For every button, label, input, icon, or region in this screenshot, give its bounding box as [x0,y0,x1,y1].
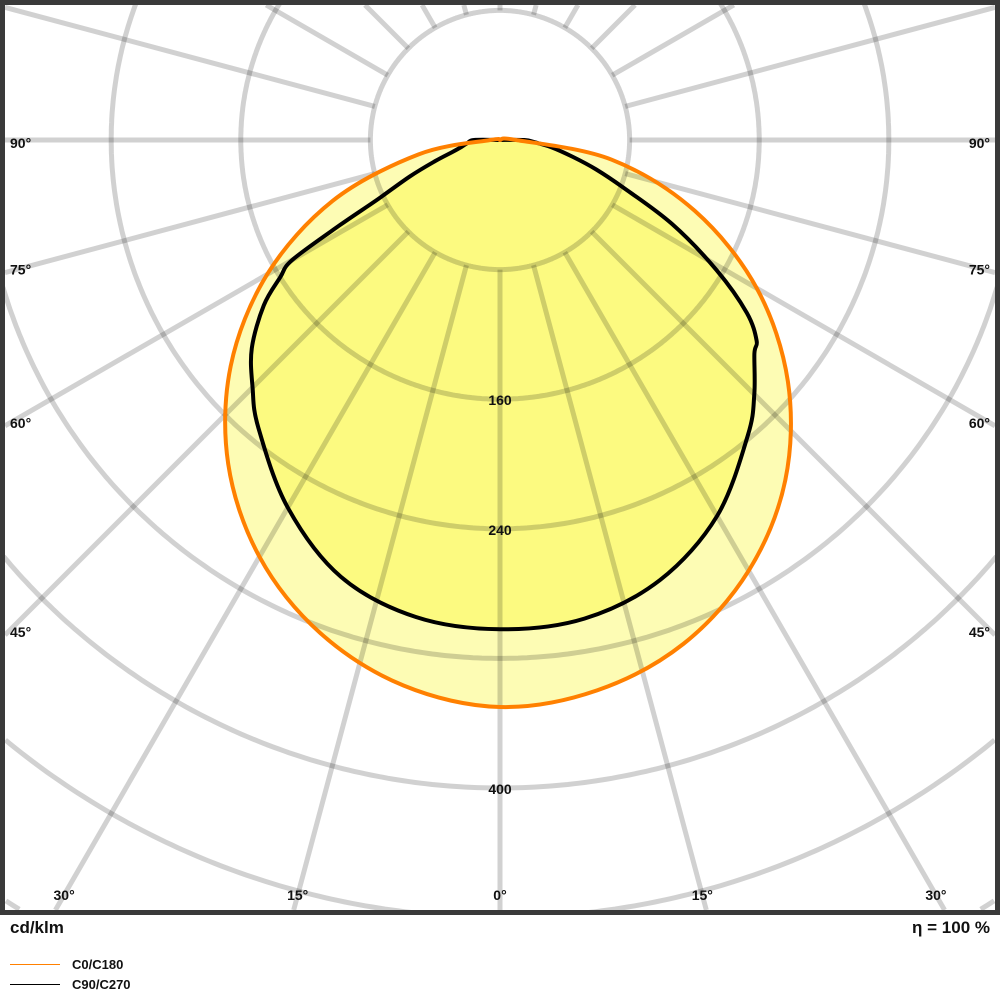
grid-spoke [589,229,995,637]
angle-label: 15° [287,887,308,903]
grid-spoke [562,250,947,910]
angle-label: 30° [925,887,946,903]
radial-tick-label: 160 [488,392,512,408]
angle-label: 0° [493,887,506,903]
angle-label: 45° [10,624,31,640]
grid-spoke [531,5,539,16]
grid-spoke [5,202,390,428]
grid-spoke [610,202,995,428]
grid-ring-320 [5,286,995,661]
series-fill-c90-c270 [250,139,757,630]
grid-spoke [461,5,469,16]
grid-ring-240 [108,5,892,532]
unit-label: cd/klm [10,918,64,937]
efficiency-label: η = 100 % [912,918,990,937]
radial-tick-label: 240 [488,522,512,538]
polar-grid [5,5,995,910]
plot-frame [0,0,1000,915]
grid-spoke [291,264,469,910]
grid-spoke [562,5,581,30]
angle-label: 60° [10,415,31,431]
grid-spoke [5,229,411,637]
angle-label: 45° [969,624,990,640]
grid-spoke [363,5,411,51]
axis-labels: 160 240 400 90° 90° 75° 75° 60° 60° 45° 45° 30° 15° 0… [10,135,990,903]
series-fills [225,138,791,708]
grid-spoke [531,264,709,910]
grid-ring-480 [5,738,995,910]
grid-spoke [589,5,637,51]
grid-ring-400 [5,554,995,791]
legend-label: C0/C180 [72,957,124,972]
angle-label: 60° [969,415,990,431]
grid-spoke [5,5,376,109]
legend-swatch-orange [10,963,60,966]
series-curve-c90-c270 [248,137,759,632]
angle-label: 30° [54,887,75,903]
legend-label: C90/C270 [72,977,131,992]
series-curve-c0-c180 [223,136,793,710]
grid-ring-80 [367,7,633,273]
grid-spoke [5,171,376,276]
legend-item-c0-c180: C0/C180 [10,957,123,972]
angle-label: 90° [969,135,990,151]
radial-tick-label: 400 [488,781,512,797]
series-curves [223,136,793,710]
angle-label: 15° [692,887,713,903]
grid-spoke [53,250,438,910]
angle-label: 75° [969,262,990,278]
legend-swatch-black [10,983,60,986]
grid-spoke [610,5,736,78]
angle-label: 75° [10,262,31,278]
grid-spoke [419,5,438,30]
angle-label: 90° [10,135,31,151]
grid-spoke [264,5,390,78]
grid-spoke [624,171,995,276]
grid-spoke [624,5,995,109]
legend-item-c90-c270: C90/C270 [10,977,131,992]
grid-ring-560 [5,898,995,910]
